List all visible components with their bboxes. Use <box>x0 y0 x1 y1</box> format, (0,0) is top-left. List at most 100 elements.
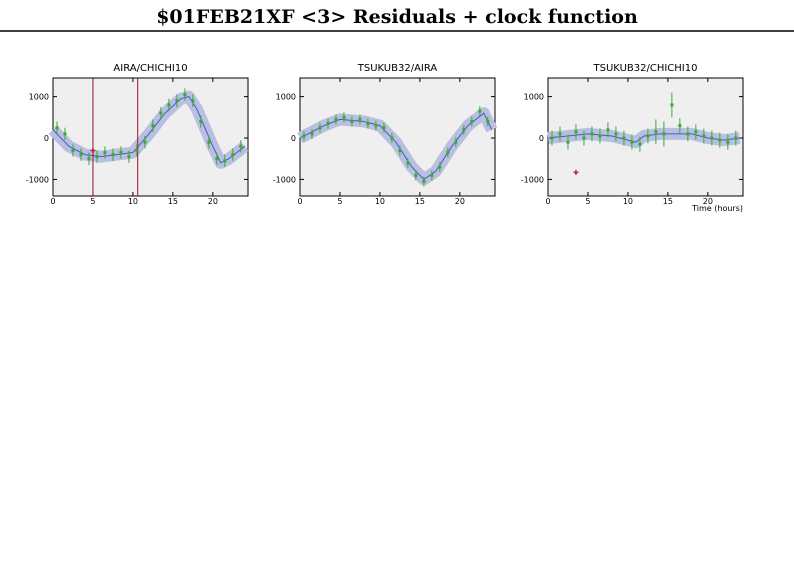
residual-point <box>550 136 554 140</box>
y-tick-label: -1000 <box>273 175 296 184</box>
residual-point <box>486 119 490 123</box>
residual-point <box>215 157 219 161</box>
residual-point <box>630 140 634 144</box>
panel-title: TSUKUB32/CHICHI10 <box>593 63 698 74</box>
residual-point <box>95 155 99 159</box>
x-tick-label: 15 <box>663 197 673 206</box>
panel-title: AIRA/CHICHI10 <box>113 63 187 74</box>
residual-point <box>135 148 139 152</box>
residual-point <box>151 124 155 128</box>
residual-point <box>734 136 738 140</box>
residual-point <box>638 142 642 146</box>
residual-point <box>422 180 426 184</box>
x-tick-label: 20 <box>208 197 218 206</box>
y-tick-label: 0 <box>44 134 49 143</box>
y-tick-label: -1000 <box>26 175 49 184</box>
residual-point <box>574 130 578 134</box>
residual-point <box>718 138 722 142</box>
residual-point <box>654 130 658 134</box>
residual-point <box>119 151 123 155</box>
residual-point <box>358 117 362 121</box>
residual-point <box>223 159 227 163</box>
x-tick-label: 5 <box>585 197 590 206</box>
residual-point <box>438 165 442 169</box>
residual-point <box>598 134 602 138</box>
residual-point <box>374 124 378 128</box>
residual-point <box>614 132 618 136</box>
residual-point <box>79 153 83 157</box>
x-tick-label: 0 <box>545 197 550 206</box>
residual-point <box>199 119 203 123</box>
residual-point <box>694 130 698 134</box>
residual-point <box>678 124 682 128</box>
residual-point <box>462 128 466 132</box>
residual-point <box>710 136 714 140</box>
residual-point <box>334 117 338 121</box>
y-tick-label: 1000 <box>524 93 544 102</box>
y-tick-label: 0 <box>539 134 544 143</box>
y-tick-label: 1000 <box>276 93 296 102</box>
residual-point <box>670 103 674 107</box>
residual-point <box>414 173 418 177</box>
residual-point <box>406 161 410 165</box>
flagged-point <box>90 147 96 153</box>
residual-point <box>183 93 187 97</box>
x-tick-label: 0 <box>50 197 55 206</box>
residual-point <box>207 140 211 144</box>
residual-point <box>622 136 626 140</box>
x-tick-label: 10 <box>128 197 138 206</box>
x-tick-label: 10 <box>375 197 385 206</box>
residual-point <box>63 132 67 136</box>
residual-point <box>87 157 91 161</box>
residual-point <box>702 134 706 138</box>
residual-point <box>350 119 354 123</box>
residual-point <box>191 99 195 103</box>
residual-point <box>175 99 179 103</box>
page-title: $01FEB21XF <3> Residuals + clock functio… <box>156 6 638 28</box>
residual-point <box>582 136 586 140</box>
residual-point <box>454 140 458 144</box>
residual-point <box>566 140 570 144</box>
y-tick-label: 0 <box>291 134 296 143</box>
residual-point <box>446 151 450 155</box>
y-tick-label: -1000 <box>521 175 544 184</box>
residual-point <box>111 153 115 157</box>
residual-point <box>55 126 59 130</box>
clock-function <box>299 112 493 181</box>
residual-point <box>326 122 330 126</box>
residual-point <box>342 115 346 119</box>
residual-point <box>103 151 107 155</box>
residual-point <box>143 140 147 144</box>
residual-point <box>646 134 650 138</box>
x-tick-label: 15 <box>415 197 425 206</box>
x-tick-label: 20 <box>455 197 465 206</box>
residual-point <box>686 132 690 136</box>
x-tick-label: 20 <box>703 197 713 206</box>
residual-point <box>430 173 434 177</box>
residual-point <box>398 148 402 152</box>
residual-point <box>662 132 666 136</box>
residual-point <box>71 148 75 152</box>
x-tick-label: 15 <box>168 197 178 206</box>
x-axis-label: Time (hours) <box>691 204 743 213</box>
x-tick-label: 0 <box>297 197 302 206</box>
residual-point <box>231 153 235 157</box>
residual-point <box>239 144 243 148</box>
residual-point <box>127 155 131 159</box>
residual-point <box>558 132 562 136</box>
residual-point <box>382 126 386 130</box>
residual-point <box>726 140 730 144</box>
x-tick-label: 10 <box>623 197 633 206</box>
residual-point <box>478 109 482 113</box>
residual-point <box>390 136 394 140</box>
residual-point <box>590 132 594 136</box>
flagged-point <box>573 169 579 175</box>
residual-point <box>318 126 322 130</box>
residual-point <box>606 128 610 132</box>
residual-point <box>302 134 306 138</box>
residual-point <box>159 111 163 115</box>
residual-point <box>310 132 314 136</box>
y-tick-label: 1000 <box>29 93 49 102</box>
residual-point <box>167 103 171 107</box>
